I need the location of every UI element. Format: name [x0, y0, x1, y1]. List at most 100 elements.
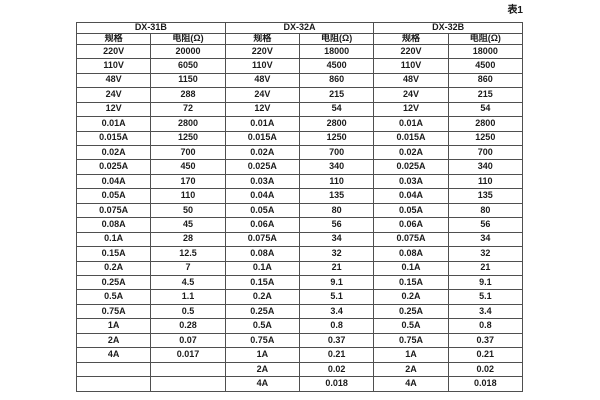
table-row: 220V 20000 220V 18000 220V 18000	[75, 43, 524, 60]
resistance-cell: 3.4	[298, 303, 375, 320]
resistance-cell: 1250	[298, 130, 375, 146]
spec-cell: 24V	[373, 87, 449, 103]
spec-cell: 0.075A	[224, 231, 300, 248]
resistance-table: DX-31B DX-32A DX-32B 规格 电阻(Ω) 规格 电阻(Ω) 规格 电阻(Ω) 2…	[75, 22, 524, 392]
spec-cell: 0.1A	[75, 231, 152, 248]
resistance-cell: 0.8	[447, 318, 524, 334]
resistance-cell: 0.5	[150, 303, 226, 320]
spec-cell: 0.5A	[373, 318, 449, 334]
spec-cell: 0.08A	[75, 217, 152, 233]
spec-cell: 0.06A	[224, 217, 300, 233]
resistance-cell: 0.02	[298, 361, 375, 378]
resistance-cell: 6050	[150, 58, 226, 74]
table-row: 110V 6050 110V 4500 110V 4500	[75, 58, 524, 74]
spec-cell: 0.5A	[224, 318, 300, 334]
spec-cell: 1A	[75, 318, 152, 334]
spec-cell: 4A	[224, 376, 300, 392]
spec-cell: 12V	[224, 101, 300, 118]
resistance-cell: 110	[298, 173, 375, 190]
resistance-cell: 45	[150, 217, 226, 233]
spec-cell: 0.025A	[75, 159, 152, 175]
resistance-cell: 860	[447, 72, 524, 89]
table-row: 2A 0.07 0.75A 0.37 0.75A 0.37	[75, 332, 524, 349]
resistance-cell: 0.02	[447, 361, 524, 378]
resistance-cell: 860	[298, 72, 375, 89]
spec-cell: 0.1A	[373, 260, 449, 277]
resistance-cell: 700	[298, 144, 375, 161]
table-row: 48V 1150 48V 860 48V 860	[75, 72, 524, 89]
spec-cell: 12V	[75, 101, 152, 118]
resistance-cell: 0.37	[447, 332, 524, 349]
resistance-cell: 1150	[150, 72, 226, 89]
table-row: 0.15A 12.5 0.08A 32 0.08A 32	[75, 246, 524, 262]
resistance-cell: 50	[150, 202, 226, 219]
group-header-dx-32a: DX-32A	[224, 22, 375, 34]
spec-cell: 0.05A	[75, 188, 152, 204]
resistance-cell: 288	[150, 87, 226, 103]
spec-cell: 24V	[75, 87, 152, 103]
resistance-column-header: 电阻(Ω)	[447, 32, 524, 45]
spec-cell: 4A	[373, 376, 449, 392]
spec-cell: 0.075A	[75, 202, 152, 219]
resistance-cell: 80	[447, 202, 524, 219]
spec-cell: 0.03A	[373, 173, 449, 190]
resistance-cell: 28	[150, 231, 226, 248]
table-caption: 表1	[507, 5, 523, 16]
resistance-cell: 1250	[447, 130, 524, 146]
resistance-cell: 18000	[447, 43, 524, 60]
spec-cell: 0.15A	[224, 275, 300, 291]
table-row: 12V 72 12V 54 12V 54	[75, 101, 524, 118]
spec-cell: 220V	[224, 43, 300, 60]
table-row: 4A 0.018 4A 0.018	[75, 376, 524, 392]
resistance-cell: 0.07	[150, 332, 226, 349]
table-row: 2A 0.02 2A 0.02	[75, 361, 524, 378]
resistance-cell: 0.28	[150, 318, 226, 334]
spec-cell: 0.1A	[224, 260, 300, 277]
spec-cell: 2A	[373, 361, 449, 378]
table-row: 1A 0.28 0.5A 0.8 0.5A 0.8	[75, 318, 524, 334]
resistance-cell: 9.1	[447, 275, 524, 291]
resistance-cell: 5.1	[447, 289, 524, 305]
resistance-cell: 56	[298, 217, 375, 233]
table-row: 0.01A 2800 0.01A 2800 0.01A 2800	[75, 116, 524, 132]
spec-cell: 0.15A	[75, 246, 152, 262]
resistance-cell: 0.017	[150, 347, 226, 363]
resistance-cell: 21	[298, 260, 375, 277]
table-row: 0.75A 0.5 0.25A 3.4 0.25A 3.4	[75, 303, 524, 320]
spec-cell	[75, 376, 152, 392]
spec-cell: 1A	[373, 347, 449, 363]
resistance-cell: 7	[150, 260, 226, 277]
spec-column-header: 规格	[373, 32, 449, 45]
spec-cell: 2A	[75, 332, 152, 349]
resistance-cell: 2800	[150, 116, 226, 132]
resistance-cell: 450	[150, 159, 226, 175]
resistance-cell: 215	[447, 87, 524, 103]
spec-cell: 0.15A	[373, 275, 449, 291]
spec-cell: 110V	[373, 58, 449, 74]
spec-cell: 0.01A	[373, 116, 449, 132]
spec-cell: 0.04A	[75, 173, 152, 190]
resistance-cell	[150, 376, 226, 392]
spec-cell: 0.02A	[75, 144, 152, 161]
spec-cell: 0.05A	[373, 202, 449, 219]
table-row: 0.04A 170 0.03A 110 0.03A 110	[75, 173, 524, 190]
resistance-cell: 54	[298, 101, 375, 118]
spec-cell	[75, 361, 152, 378]
spec-cell: 0.015A	[75, 130, 152, 146]
spec-cell: 110V	[75, 58, 152, 74]
spec-cell: 0.06A	[373, 217, 449, 233]
group-header-row: DX-31B DX-32A DX-32B	[76, 22, 523, 34]
spec-cell: 220V	[75, 43, 152, 60]
spec-cell: 0.04A	[224, 188, 300, 204]
table-row: 0.02A 700 0.02A 700 0.02A 700	[75, 144, 524, 161]
resistance-cell: 0.21	[447, 347, 524, 363]
resistance-cell: 215	[298, 87, 375, 103]
spec-cell: 48V	[224, 72, 300, 89]
resistance-cell: 170	[150, 173, 226, 190]
table-row: 4A 0.017 1A 0.21 1A 0.21	[75, 347, 524, 363]
resistance-cell: 0.018	[298, 376, 375, 392]
spec-cell: 0.02A	[373, 144, 449, 161]
resistance-cell: 0.37	[298, 332, 375, 349]
table-row: 24V 288 24V 215 24V 215	[75, 87, 524, 103]
resistance-cell: 34	[447, 231, 524, 248]
